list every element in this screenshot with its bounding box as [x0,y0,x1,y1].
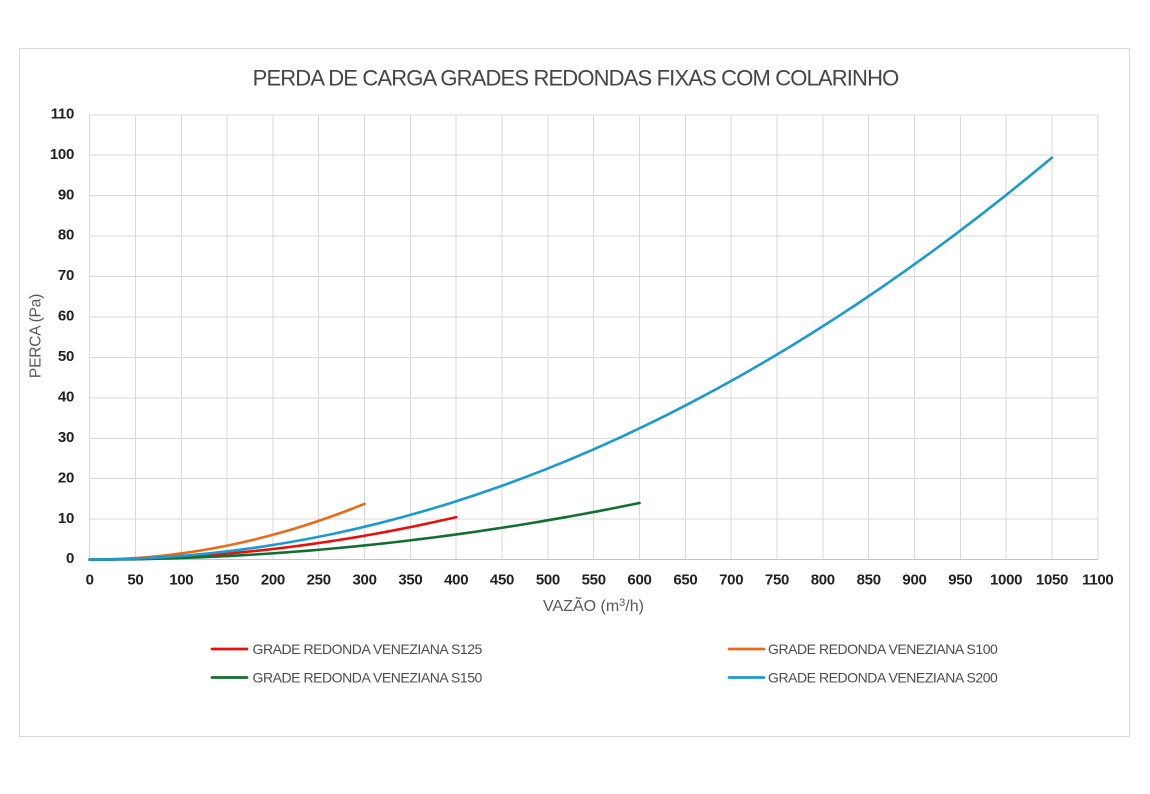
svg-text:800: 800 [811,572,835,589]
svg-text:20: 20 [58,469,74,486]
svg-text:50: 50 [127,572,143,589]
svg-text:90: 90 [58,186,74,203]
svg-text:30: 30 [58,429,74,446]
svg-text:1050: 1050 [1036,572,1068,589]
svg-text:40: 40 [58,389,74,406]
svg-text:650: 650 [673,572,697,589]
svg-text:900: 900 [902,572,926,589]
svg-text:100: 100 [169,572,193,589]
svg-text:PERCA (Pa): PERCA (Pa) [28,294,45,378]
svg-text:750: 750 [765,572,789,589]
svg-text:400: 400 [444,572,468,589]
svg-text:1100: 1100 [1082,572,1113,589]
svg-text:PERDA DE CARGA GRADES REDONDAS: PERDA DE CARGA GRADES REDONDAS FIXAS COM… [253,66,899,91]
svg-text:700: 700 [719,572,743,589]
svg-text:0: 0 [66,550,74,567]
svg-text:500: 500 [536,572,560,589]
svg-text:250: 250 [307,572,331,589]
svg-text:300: 300 [353,572,377,589]
svg-text:10: 10 [58,510,74,527]
svg-text:350: 350 [398,572,422,589]
svg-text:GRADE REDONDA VENEZIANA S150: GRADE REDONDA VENEZIANA S150 [253,669,483,685]
svg-text:VAZÃO (m3/h): VAZÃO (m3/h) [543,595,644,615]
svg-text:450: 450 [490,572,514,589]
svg-text:1000: 1000 [990,572,1022,589]
svg-text:50: 50 [58,348,74,365]
svg-text:550: 550 [582,572,606,589]
svg-text:80: 80 [58,227,74,244]
svg-text:150: 150 [215,572,239,589]
svg-text:GRADE REDONDA VENEZIANA S125: GRADE REDONDA VENEZIANA S125 [253,641,483,657]
svg-text:70: 70 [58,267,74,284]
svg-text:60: 60 [58,308,74,325]
svg-text:GRADE REDONDA VENEZIANA S100: GRADE REDONDA VENEZIANA S100 [768,641,998,657]
svg-text:100: 100 [50,146,74,163]
svg-text:0: 0 [86,572,94,589]
svg-text:110: 110 [51,105,74,122]
svg-text:GRADE REDONDA VENEZIANA S200: GRADE REDONDA VENEZIANA S200 [768,669,998,685]
svg-text:600: 600 [627,572,651,589]
svg-text:200: 200 [261,572,285,589]
svg-text:950: 950 [948,572,972,589]
svg-text:850: 850 [857,572,881,589]
